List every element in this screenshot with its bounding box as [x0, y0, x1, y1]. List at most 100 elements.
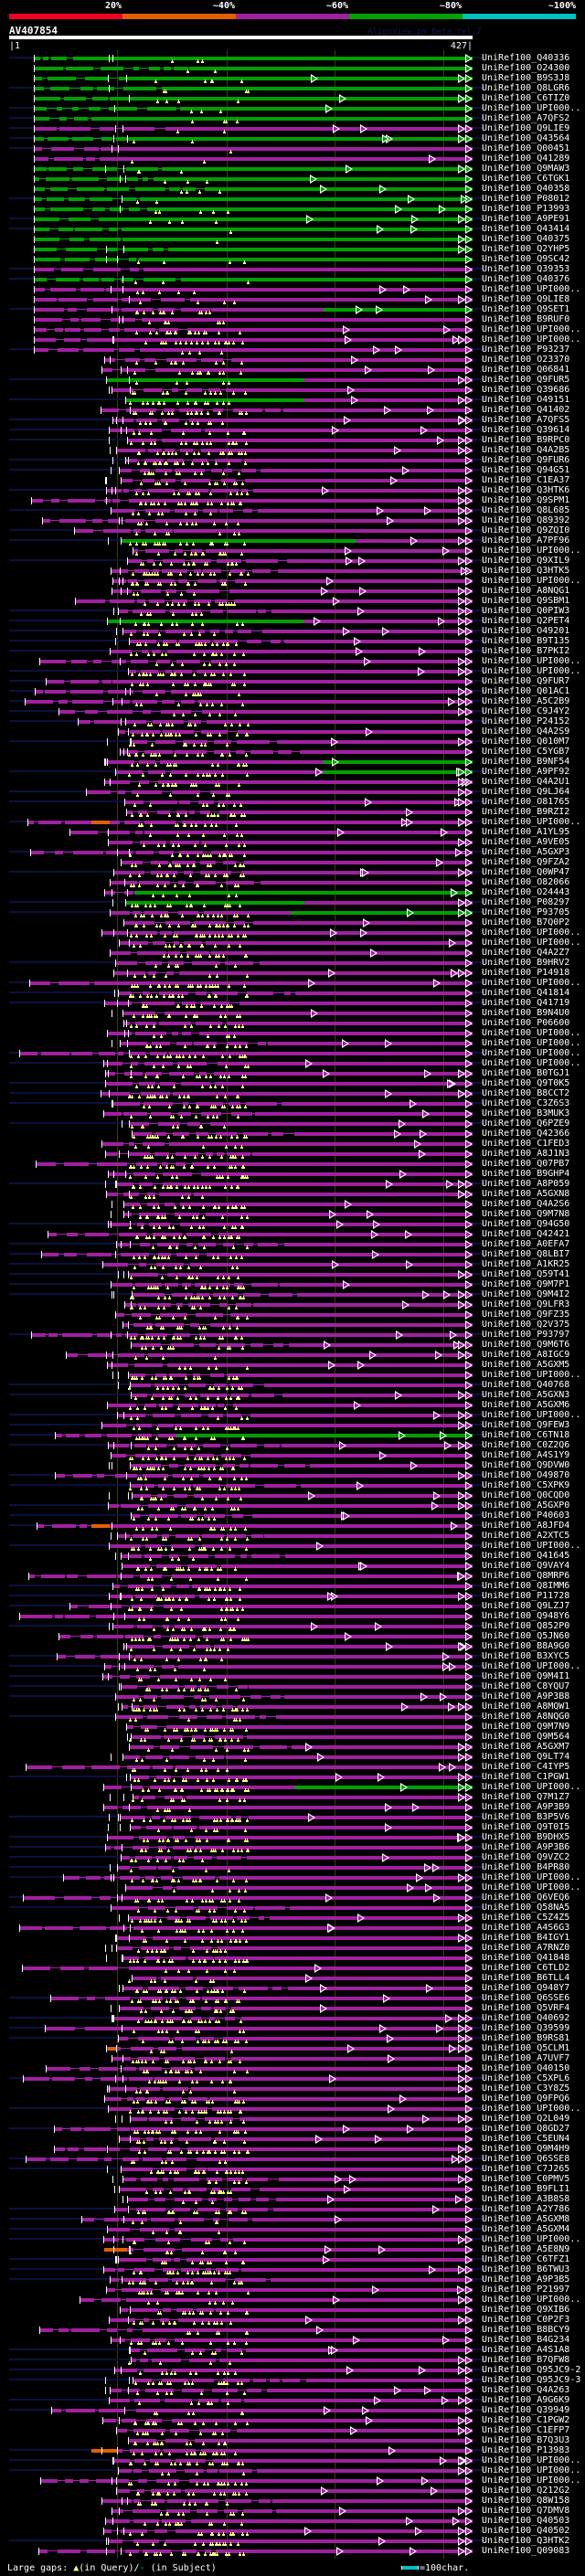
hit-label[interactable]: UniRef100_Q40375 — [482, 234, 570, 244]
hit-label[interactable]: UniRef100_UPI000.. — [482, 817, 581, 827]
hit-label[interactable]: UniRef100_A7QFS2 — [482, 113, 570, 123]
hit-label[interactable]: UniRef100_Q9MAW3 — [482, 164, 570, 174]
hit-label[interactable]: UniRef100_A9P3B8 — [482, 1691, 570, 1701]
hit-label[interactable]: UniRef100_B7PKI2 — [482, 646, 570, 656]
hit-label[interactable]: UniRef100_Q8IMM6 — [482, 1581, 570, 1591]
hit-label[interactable]: UniRef100_Q01AC1 — [482, 686, 570, 696]
hit-label[interactable]: UniRef100_Q9FUR7 — [482, 676, 570, 686]
hit-label[interactable]: UniRef100_A8NQG1 — [482, 586, 570, 596]
hit-label[interactable]: UniRef100_B7Q0P2 — [482, 917, 570, 928]
hit-label[interactable]: UniRef100_O24300 — [482, 63, 570, 73]
hit-label[interactable]: UniRef100_P11728 — [482, 1591, 570, 1601]
hit-label[interactable]: UniRef100_C1PGW1 — [482, 1772, 570, 1782]
hit-label[interactable]: UniRef100_P93705 — [482, 907, 570, 917]
hit-label[interactable]: UniRef100_A9PE91 — [482, 214, 570, 224]
hit-label[interactable]: UniRef100_Q39353 — [482, 264, 570, 274]
hit-label[interactable]: UniRef100_B4PR80 — [482, 1862, 570, 1872]
hit-label[interactable]: UniRef100_C1FED3 — [482, 1139, 570, 1149]
hit-label[interactable]: UniRef100_O82066 — [482, 877, 570, 887]
hit-label[interactable]: UniRef100_B9GHP4 — [482, 1169, 570, 1179]
hit-label[interactable]: UniRef100_B9HRV2 — [482, 958, 570, 968]
hit-label[interactable]: UniRef100_B9RZI2 — [482, 807, 570, 817]
hit-label[interactable]: UniRef100_P14918 — [482, 968, 570, 978]
hit-label[interactable]: UniRef100_A8JFD4 — [482, 1521, 570, 1531]
hit-label[interactable]: UniRef100_Q9SET1 — [482, 304, 570, 314]
hit-label[interactable]: UniRef100_Q9FUR6 — [482, 455, 570, 465]
hit-label[interactable]: UniRef100_A1KR25 — [482, 1259, 570, 1269]
hit-label[interactable]: UniRef100_A9PF92 — [482, 767, 570, 777]
hit-label[interactable]: UniRef100_Q9VZC2 — [482, 1852, 570, 1862]
hit-label[interactable]: UniRef100_UPI000.. — [482, 284, 581, 294]
hit-label[interactable]: UniRef100_Q9FZA2 — [482, 857, 570, 867]
hit-label[interactable]: UniRef100_C0Z2Q6 — [482, 1440, 570, 1450]
hit-label[interactable]: UniRef100_Q9FEW3 — [482, 1420, 570, 1430]
hit-label[interactable]: UniRef100_Q07PB7 — [482, 1159, 570, 1169]
hit-label[interactable]: UniRef100_Q9LZJ7 — [482, 1601, 570, 1611]
hit-label[interactable]: UniRef100_P40603 — [482, 1511, 570, 1521]
hit-label[interactable]: UniRef100_UPI000.. — [482, 1882, 581, 1892]
hit-label[interactable]: UniRef100_P24152 — [482, 716, 570, 726]
hit-label[interactable]: UniRef100_A9P3B6 — [482, 1842, 570, 1852]
hit-label[interactable]: UniRef100_Q89392 — [482, 515, 570, 525]
hit-label[interactable]: UniRef100_Q40336 — [482, 53, 570, 63]
hit-label[interactable]: UniRef100_Q9T0I5 — [482, 1822, 570, 1832]
hit-label[interactable]: UniRef100_C8YQU7 — [482, 1681, 570, 1691]
hit-label[interactable]: UniRef100_A5GXM5 — [482, 1360, 570, 1370]
hit-label[interactable]: UniRef100_Q0CQD0 — [482, 1490, 570, 1500]
hit-label[interactable]: UniRef100_A4S1Y9 — [482, 1450, 570, 1460]
hit-label[interactable]: UniRef100_C5XPK9 — [482, 1480, 570, 1490]
hit-label[interactable]: UniRef100_Q948Y6 — [482, 1611, 570, 1621]
hit-label[interactable]: UniRef100_Q39686 — [482, 385, 570, 395]
hit-label[interactable]: UniRef100_Q4A2U1 — [482, 777, 570, 787]
hit-label[interactable]: UniRef100_Q43414 — [482, 224, 570, 234]
hit-label[interactable]: UniRef100_Q8LBI7 — [482, 1249, 570, 1259]
hit-label[interactable]: UniRef100_UPI000.. — [482, 656, 581, 666]
hit-label[interactable]: UniRef100_Q8LGR6 — [482, 83, 570, 93]
hit-label[interactable]: UniRef100_UPI000.. — [482, 1782, 581, 1792]
hit-label[interactable]: UniRef100_C3Z6S3 — [482, 1098, 570, 1108]
hit-label[interactable]: UniRef100_UPI000.. — [482, 928, 581, 938]
hit-label[interactable]: UniRef100_B9RUF0 — [482, 314, 570, 324]
hit-label[interactable]: UniRef100_O24443 — [482, 887, 570, 897]
hit-label[interactable]: UniRef100_Q9LIE9 — [482, 123, 570, 133]
hit-label[interactable]: UniRef100_Q41814 — [482, 988, 570, 998]
hit-label[interactable]: UniRef100_A5GXN3 — [482, 1390, 570, 1400]
hit-label[interactable]: UniRef100_Q9ZQI0 — [482, 525, 570, 535]
hit-label[interactable]: UniRef100_A8MQW1 — [482, 1701, 570, 1712]
hit-label[interactable]: UniRef100_Q010M7 — [482, 737, 570, 747]
hit-label[interactable]: UniRef100_UPI000.. — [482, 1410, 581, 1420]
hit-label[interactable]: UniRef100_Q40376 — [482, 274, 570, 284]
hit-label[interactable]: UniRef100_Q0WP47 — [482, 867, 570, 877]
hit-label[interactable]: UniRef100_Q9SC42 — [482, 254, 570, 264]
hit-label[interactable]: UniRef100_Q9SBM1 — [482, 596, 570, 606]
hit-label[interactable]: UniRef100_Q6VEQ6 — [482, 1892, 570, 1903]
hit-label[interactable]: UniRef100_Q4A2S9 — [482, 726, 570, 737]
hit-label[interactable]: UniRef100_Q9VAY4 — [482, 1561, 570, 1571]
hit-label[interactable]: UniRef100_Q00451 — [482, 143, 570, 154]
hit-label[interactable]: UniRef100_A9VE05 — [482, 837, 570, 847]
hit-label[interactable]: UniRef100_UPI000.. — [482, 1661, 581, 1671]
hit-label[interactable]: UniRef100_Q2PET4 — [482, 616, 570, 626]
hit-label[interactable]: UniRef100_UPI000.. — [482, 334, 581, 345]
hit-label[interactable]: UniRef100_Q9LIE8 — [482, 294, 570, 304]
hit-label[interactable]: UniRef100_Q8L685 — [482, 505, 570, 515]
hit-label[interactable]: UniRef100_C1EA37 — [482, 475, 570, 485]
hit-label[interactable]: UniRef100_UPI000.. — [482, 103, 581, 113]
hit-label[interactable]: UniRef100_C9J4Y2 — [482, 706, 570, 716]
hit-label[interactable]: UniRef100_UPI000.. — [482, 576, 581, 586]
hit-label[interactable]: UniRef100_B8A9G0 — [482, 1641, 570, 1651]
hit-label[interactable]: UniRef100_Q39614 — [482, 425, 570, 435]
hit-label[interactable]: UniRef100_Q9M4I2 — [482, 1289, 570, 1299]
hit-label[interactable]: UniRef100_O81765 — [482, 797, 570, 807]
hit-label[interactable]: UniRef100_Q6PZE9 — [482, 1118, 570, 1129]
hit-label[interactable]: UniRef100_UPI000.. — [482, 1028, 581, 1038]
hit-label[interactable]: UniRef100_B9NF54 — [482, 757, 570, 767]
hit-label[interactable]: UniRef100_UPI000.. — [482, 1048, 581, 1058]
hit-label[interactable]: UniRef100_Q9LFR3 — [482, 1299, 570, 1309]
hit-label[interactable]: UniRef100_B9S3J8 — [482, 73, 570, 83]
hit-label[interactable]: UniRef100_A9P3B9 — [482, 1802, 570, 1812]
hit-label[interactable]: UniRef100_A7QFS5 — [482, 415, 570, 425]
hit-label[interactable]: UniRef100_P13993 — [482, 204, 570, 214]
hit-label[interactable]: UniRef100_Q0PIW3 — [482, 606, 570, 616]
hit-label[interactable]: UniRef100_Q41719 — [482, 998, 570, 1008]
